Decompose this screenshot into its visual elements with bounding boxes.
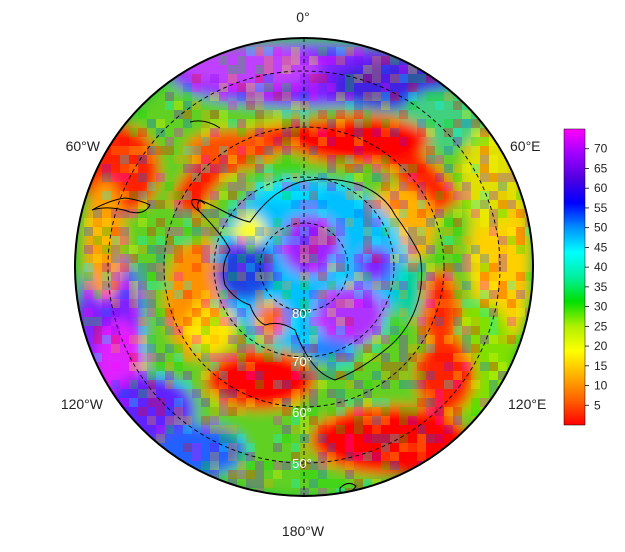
colorbar-tick-label: 55 [594,201,608,215]
coastlines [91,120,423,493]
antarctica-coast [197,178,423,381]
data-field [75,38,533,496]
colorbar-tick-label: 15 [594,359,608,373]
lon-label-180: 180°W [282,523,325,539]
colorbar-tick-label: 5 [594,398,601,412]
colorbar-tick-label: 65 [594,161,608,175]
lat-label-50: 50° [292,456,312,471]
colorbar-tick-label: 20 [594,339,608,353]
colorbar-tick-label: 10 [594,379,608,393]
colorbar-tick-label: 30 [594,300,608,314]
lon-label-120e: 120°E [508,396,546,412]
colorbar-tick-label: 35 [594,280,608,294]
lat-circle-50 [107,70,501,464]
lat-label-80: 80° [292,306,312,321]
colorbar-tick-label: 60 [594,181,608,195]
lon-label-120w: 120°W [61,396,104,412]
graticule [107,38,501,496]
south-america-tip [91,197,151,214]
colorbar-tick-label: 25 [594,319,608,333]
peninsula-tip [191,199,206,213]
colorbar-tick-label: 50 [594,221,608,235]
colorbar-tick-label: 70 [594,142,608,156]
map-frame [74,37,534,497]
lat-circle-80 [259,222,349,312]
lon-label-0: 0° [296,9,309,25]
longitude-labels: 0° 60°E 120°E 180°W 120°W 60°W [61,9,546,539]
island-arc [189,120,221,129]
colorbar-ramp [563,128,586,426]
latitude-labels: 80° 70° 60° 50° [292,306,312,471]
lat-label-70: 70° [292,354,312,369]
lon-label-60w: 60°W [66,138,101,154]
colorbar-tick-label: 45 [594,240,608,254]
colorbar-tick-label: 40 [594,260,608,274]
lon-label-60e: 60°E [510,138,541,154]
lat-circle-60 [163,126,445,408]
lat-label-60: 60° [292,405,312,420]
colorbar: 5 10 15 20 25 30 35 40 45 50 55 60 65 70 [563,128,608,426]
